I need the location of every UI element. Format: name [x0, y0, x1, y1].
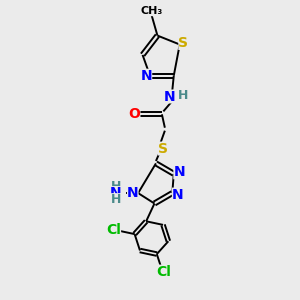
Text: N: N [127, 186, 139, 200]
Text: H: H [111, 193, 121, 206]
Text: N: N [141, 69, 152, 83]
Text: Cl: Cl [106, 223, 121, 237]
Text: CH₃: CH₃ [140, 6, 163, 16]
Text: N: N [164, 89, 175, 103]
Text: H: H [111, 180, 121, 193]
Text: N: N [173, 165, 185, 179]
Text: S: S [158, 142, 168, 155]
Text: Cl: Cl [156, 265, 171, 279]
Text: N: N [172, 188, 184, 202]
Text: O: O [129, 107, 140, 121]
Text: H: H [178, 88, 188, 101]
Text: N: N [110, 186, 122, 200]
Text: S: S [178, 36, 188, 50]
